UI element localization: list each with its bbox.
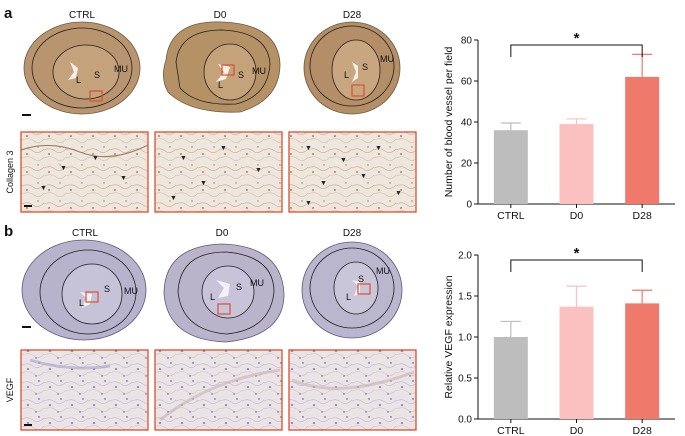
panel-letter-b: b <box>4 223 13 240</box>
tissue-section-d0-a: L S MU <box>163 21 281 113</box>
svg-text:▼: ▼ <box>340 157 347 164</box>
muscularis-label-d0-b: MU <box>250 278 264 288</box>
lumen-label-ctrl-b: L <box>79 298 84 308</box>
group-label-d0-a: D0 <box>214 10 227 21</box>
lumen-label-d28-a: L <box>344 70 349 80</box>
tissue-section-ctrl-a: L S MU <box>23 21 141 115</box>
stain-label-a: Collagen 3 <box>5 150 15 193</box>
submucosa-label-ctrl-a: S <box>94 70 100 80</box>
panel-a: a CTRL D0 D28 L S MU L S MU <box>4 5 417 213</box>
lumen-label-d28-b: L <box>346 292 351 302</box>
svg-text:▼: ▼ <box>305 200 312 207</box>
bar-d28 <box>625 76 660 204</box>
y-tick-label: 60 <box>461 77 473 88</box>
bar-d0 <box>559 124 594 204</box>
submucosa-label-d28-a: S <box>362 62 368 72</box>
panel-letter-a: a <box>4 5 13 22</box>
y-axis-label: Number of blood vessel per field <box>443 47 455 198</box>
inset-box-d0-a <box>221 64 235 76</box>
scale-bar-section-b <box>22 326 31 328</box>
svg-text:▼: ▼ <box>360 173 367 180</box>
group-label-d28-b: D28 <box>343 228 362 239</box>
y-axis-label: Relative VEGF expression <box>443 275 455 398</box>
svg-text:▼: ▼ <box>305 145 312 152</box>
inset-box-d28-a <box>351 84 365 97</box>
muscularis-label-ctrl-b: MU <box>124 286 138 296</box>
x-tick-label-ctrl: CTRL <box>497 425 525 436</box>
tissue-section-ctrl-b: L S MU <box>21 239 147 341</box>
submucosa-label-d28-b: S <box>358 274 364 284</box>
significance-star: * <box>574 245 580 262</box>
svg-text:▼: ▼ <box>120 175 127 182</box>
tissue-section-d28-a: L S MU <box>303 21 401 115</box>
bar-ctrl <box>493 130 528 204</box>
significance-star: * <box>574 30 580 47</box>
muscularis-label-d0-a: MU <box>252 66 266 76</box>
group-label-d28-a: D28 <box>343 10 362 21</box>
tissue-section-d0-b: L S MU <box>163 243 285 343</box>
bar-d28 <box>625 303 660 419</box>
inset-micrograph-d28-a: ▼ ▼ ▼ ▼ ▼ ▼ ▼ <box>288 131 417 213</box>
inset-micrograph-d0-a: ▼ ▼ ▼ ▼ ▼ <box>154 131 283 213</box>
stain-label-b: VEGF <box>5 377 15 402</box>
bar-ctrl <box>493 337 528 419</box>
muscularis-label-d28-a: MU <box>380 54 394 64</box>
significance-bracket <box>510 44 643 57</box>
panel-b: b CTRL D0 D28 L S MU L S MU <box>4 223 417 431</box>
lumen-label-d0-a: L <box>218 80 223 90</box>
svg-text:▼: ▼ <box>255 167 262 174</box>
x-tick-label-d28: D28 <box>633 425 652 436</box>
bar-d0 <box>559 306 594 419</box>
muscularis-label-d28-b: MU <box>376 266 390 276</box>
tissue-section-d28-b: L S MU <box>301 241 403 339</box>
y-tick-label: 2.0 <box>458 251 472 262</box>
y-tick-label: 1.0 <box>458 333 472 344</box>
y-tick-label: 20 <box>461 159 473 170</box>
submucosa-label-ctrl-b: S <box>104 284 110 294</box>
svg-text:▼: ▼ <box>395 190 402 197</box>
y-tick-label: 40 <box>461 118 473 129</box>
bar-chart-vegf-expression: 0.0 0.5 1.0 1.5 2.0 Relative VEGF expression C… <box>443 245 675 436</box>
lumen-label-ctrl-a: L <box>76 75 81 85</box>
svg-text:▼: ▼ <box>180 155 187 162</box>
x-tick-label-d28: D28 <box>633 210 652 222</box>
svg-text:▼: ▼ <box>200 180 207 187</box>
svg-text:▼: ▼ <box>220 145 227 152</box>
svg-text:▼: ▼ <box>170 195 177 202</box>
lumen-label-d0-b: L <box>210 292 215 302</box>
y-tick-label: 0.5 <box>458 374 472 385</box>
inset-micrograph-ctrl-a: ▼ ▼ ▼ ▼ <box>20 131 149 213</box>
inset-micrograph-ctrl-b <box>20 349 149 431</box>
inset-micrograph-d0-b <box>154 349 283 431</box>
inset-box-ctrl-b <box>85 291 99 303</box>
bar-chart-blood-vessels: 0 20 40 60 80 Number of blood vessel per fiel… <box>443 30 675 222</box>
inset-micrograph-d28-b <box>288 349 417 431</box>
svg-text:▼: ▼ <box>40 185 47 192</box>
y-tick-label: 0.0 <box>458 415 472 426</box>
y-tick-label: 1.5 <box>458 292 472 303</box>
y-tick-label: 80 <box>461 36 473 47</box>
inset-box-ctrl-a <box>89 90 103 102</box>
submucosa-label-d0-a: S <box>238 70 244 80</box>
x-tick-label-ctrl: CTRL <box>497 210 525 222</box>
svg-text:▼: ▼ <box>375 145 382 152</box>
muscularis-label-ctrl-a: MU <box>114 64 128 74</box>
svg-text:▼: ▼ <box>92 155 99 162</box>
x-tick-label-d0: D0 <box>570 425 584 436</box>
svg-text:▼: ▼ <box>60 165 67 172</box>
x-tick-label-d0: D0 <box>570 210 584 222</box>
group-label-d0-b: D0 <box>216 228 229 239</box>
submucosa-label-d0-b: S <box>236 282 242 292</box>
inset-box-d0-b <box>217 303 231 315</box>
group-label-ctrl-b: CTRL <box>72 228 99 239</box>
inset-box-d28-b <box>357 283 371 295</box>
svg-text:▼: ▼ <box>320 180 327 187</box>
scale-bar-section-a <box>22 114 31 116</box>
y-tick-label: 0 <box>466 200 472 211</box>
group-label-ctrl-a: CTRL <box>69 10 96 21</box>
significance-bracket <box>510 259 643 272</box>
